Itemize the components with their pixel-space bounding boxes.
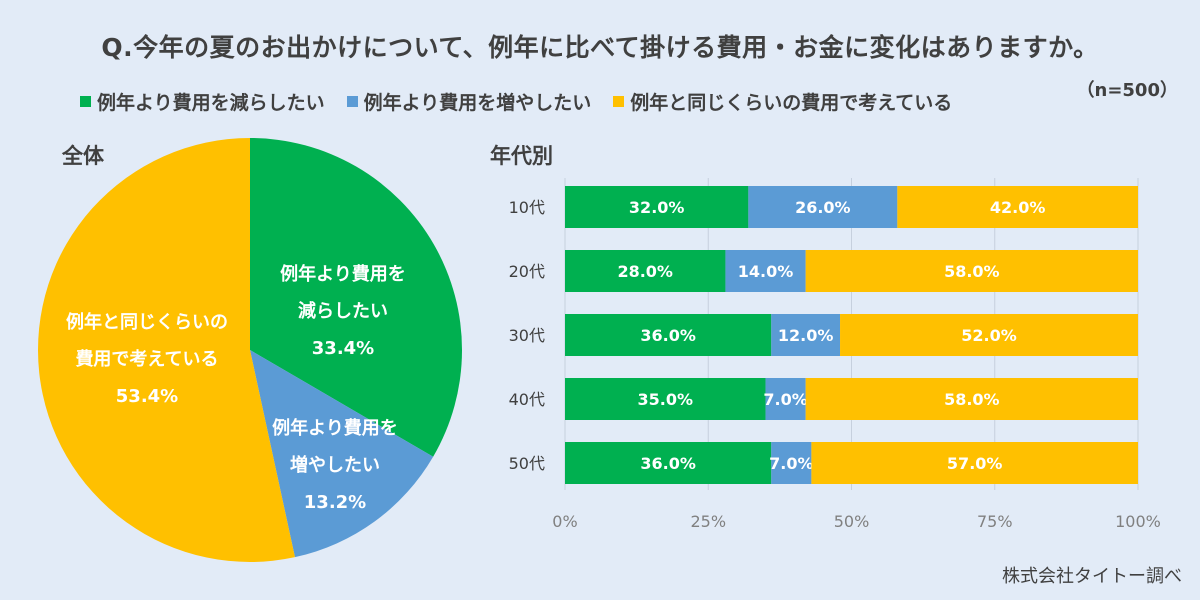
pie-label-decrease-line1: 例年より費用を [280,264,406,285]
source-credit: 株式会社タイトー調べ [1002,566,1182,587]
bar-value-label: 12.0% [778,326,834,345]
legend-label-same: 例年と同じくらいの費用で考えている [630,92,953,114]
bar-segment [897,186,1138,228]
pie-section-label: 全体 [62,144,104,168]
bar-segment [771,314,841,356]
legend-item-same: 例年と同じくらいの費用で考えている [613,88,952,115]
y-tick-label: 50代 [509,454,545,473]
y-tick-label: 20代 [509,262,545,281]
legend-item-increase: 例年より費用を増やしたい [346,88,592,115]
bar-value-label: 35.0% [638,390,694,409]
bar-value-label: 52.0% [961,326,1017,345]
legend-label-increase: 例年より費用を増やしたい [363,92,592,114]
bar-value-label: 57.0% [947,454,1003,473]
bar-segment [725,250,806,292]
bar-segment [840,314,1138,356]
bar-value-label: 7.0% [763,390,807,409]
pie-label-same-value: 53.4% [115,386,179,407]
x-tick-label: 50% [834,512,870,531]
legend: 例年より費用を減らしたい 例年より費用を増やしたい 例年と同じくらいの費用で考え… [80,88,952,115]
x-tick-label: 75% [977,512,1013,531]
legend-swatch-decrease [80,96,91,107]
x-tick-label: 0% [552,512,577,531]
legend-label-decrease: 例年より費用を減らしたい [97,92,325,114]
pie-slice-decrease [250,138,462,457]
bar-segment [565,378,766,420]
bar-segment [565,442,772,484]
bar-value-label: 7.0% [769,454,813,473]
bar-segment [565,186,749,228]
pie-label-increase-line1: 例年より費用を [272,418,398,439]
pie-label-increase-value: 13.2% [303,492,367,513]
bar-segment [565,250,726,292]
pie-label-decrease-value: 33.4% [311,338,375,359]
bar-value-label: 36.0% [640,454,696,473]
pie-label-same-line2: 費用で考えている [75,349,219,370]
bar-value-label: 36.0% [640,326,696,345]
x-tick-label: 25% [690,512,726,531]
pie-label-decrease-line2: 減らしたい [298,301,388,322]
bar-value-label: 28.0% [617,262,673,281]
pie-label-same: 例年と同じくらいの 費用で考えている 53.4% [42,304,252,415]
y-tick-label: 30代 [509,326,545,345]
y-tick-label: 10代 [509,198,545,217]
bar-value-label: 58.0% [944,262,1000,281]
bar-value-label: 32.0% [629,198,685,217]
bar-segment [765,378,806,420]
pie-slice-same [38,138,295,563]
pie-label-same-line1: 例年と同じくらいの [66,312,228,333]
bar-segment [805,250,1138,292]
chart-title: Q.今年の夏のお出かけについて、例年に比べて掛ける費用・お金に変化はありますか。 [101,33,1099,62]
bar-value-label: 42.0% [990,198,1046,217]
pie-label-increase-line2: 増やしたい [290,455,380,476]
legend-swatch-increase [346,96,358,107]
bar-segment [565,314,772,356]
bar-segment [805,378,1138,420]
bar-value-label: 14.0% [738,262,794,281]
bar-segment [811,442,1138,484]
bar-value-label: 58.0% [944,390,1000,409]
x-tick-label: 100% [1115,512,1161,531]
legend-item-decrease: 例年より費用を減らしたい [80,88,325,115]
bar-section-label: 年代別 [490,144,553,168]
legend-swatch-same [613,96,625,107]
pie-label-increase: 例年より費用を 増やしたい 13.2% [260,410,410,521]
bar-segment [771,442,812,484]
sample-size: （n=500） [1076,80,1178,101]
bar-segment [748,186,898,228]
pie-label-decrease: 例年より費用を 減らしたい 33.4% [268,256,418,367]
bar-value-label: 26.0% [795,198,851,217]
y-tick-label: 40代 [509,390,545,409]
pie-slice-increase [250,350,434,558]
